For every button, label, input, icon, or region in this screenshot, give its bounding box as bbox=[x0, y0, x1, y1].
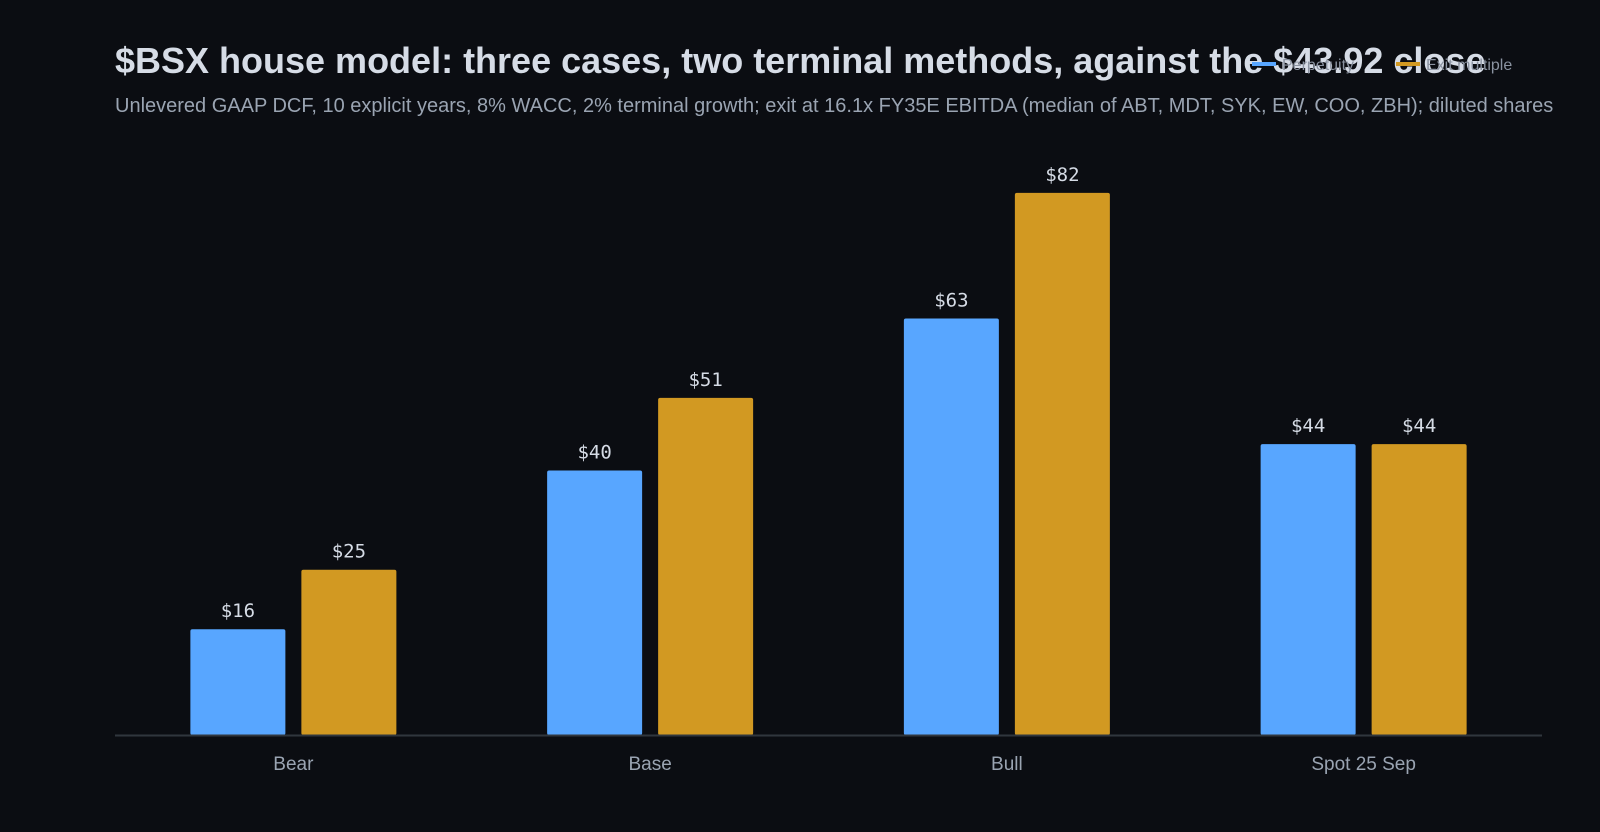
legend-label-exit-multiple: Exit multiple bbox=[1426, 57, 1512, 74]
chart-title: $BSX house model: three cases, two termi… bbox=[115, 40, 1485, 81]
bar-perpetuity-spot-25-sep bbox=[1260, 444, 1356, 735]
x-tick-label: Spot 25 Sep bbox=[1311, 754, 1416, 775]
data-label-exit-multiple-bear: $25 bbox=[332, 541, 366, 563]
bar-exit-multiple-base bbox=[658, 397, 754, 735]
data-label-perpetuity-bear: $16 bbox=[221, 600, 255, 622]
x-tick-label: Base bbox=[628, 754, 671, 775]
bar-exit-multiple-spot-25-sep bbox=[1371, 444, 1467, 735]
data-label-exit-multiple-spot-25-sep: $44 bbox=[1402, 415, 1436, 437]
bar-perpetuity-bear bbox=[190, 629, 286, 735]
bar-perpetuity-base bbox=[547, 470, 643, 735]
data-label-exit-multiple-bull: $82 bbox=[1045, 164, 1079, 186]
legend: Perpetuity Exit multiple bbox=[1252, 57, 1512, 74]
data-label-perpetuity-base: $40 bbox=[577, 442, 611, 464]
legend-label-perpetuity: Perpetuity bbox=[1282, 57, 1354, 74]
data-label-perpetuity-spot-25-sep: $44 bbox=[1291, 415, 1325, 437]
plot-area: $16 $25 Bear $40 $51 Base $63 $82 Bull $44 $44 Spot… bbox=[115, 164, 1542, 775]
bar-exit-multiple-bull bbox=[1014, 192, 1110, 735]
bar-perpetuity-bull bbox=[903, 318, 999, 735]
data-label-perpetuity-bull: $63 bbox=[934, 290, 968, 312]
x-tick-label: Bear bbox=[273, 754, 314, 775]
bar-exit-multiple-bear bbox=[301, 569, 397, 735]
x-tick-label: Bull bbox=[991, 754, 1023, 775]
chart-subtitle: Unlevered GAAP DCF, 10 explicit years, 8… bbox=[115, 95, 1553, 117]
data-label-exit-multiple-base: $51 bbox=[688, 369, 722, 391]
